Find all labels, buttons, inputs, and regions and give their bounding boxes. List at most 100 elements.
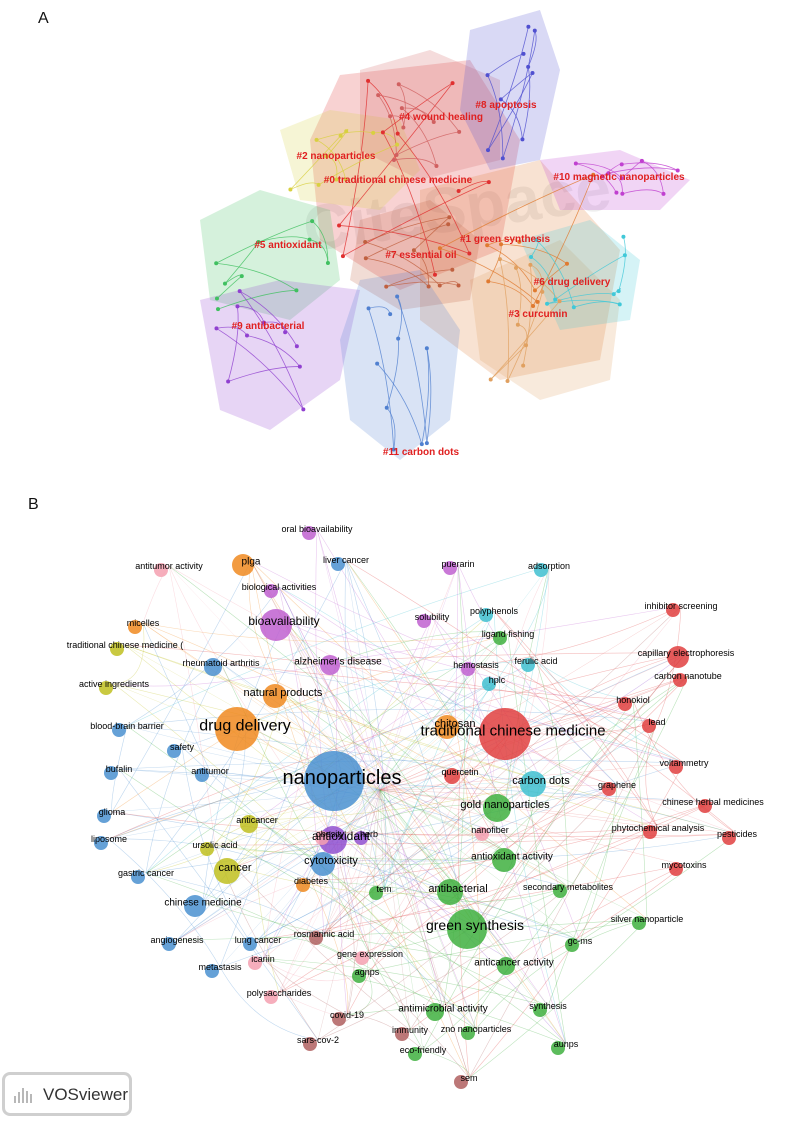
cluster-node bbox=[526, 24, 531, 29]
network-link bbox=[316, 528, 381, 791]
network-link bbox=[379, 563, 459, 791]
cluster-node bbox=[514, 265, 519, 270]
cluster-node bbox=[450, 267, 455, 272]
network-term-label: chinese medicine bbox=[164, 898, 242, 909]
cluster-link bbox=[390, 115, 404, 128]
cluster-link bbox=[339, 225, 470, 254]
network-link bbox=[255, 819, 280, 994]
cluster-link bbox=[338, 82, 453, 226]
network-term-label: glioma bbox=[99, 807, 126, 817]
cluster-node bbox=[620, 191, 625, 196]
network-node bbox=[154, 563, 168, 577]
network-term-label: graphene bbox=[598, 780, 636, 790]
network-link bbox=[379, 784, 618, 791]
cluster-link bbox=[522, 66, 531, 140]
network-link bbox=[250, 560, 477, 666]
network-link bbox=[493, 610, 659, 829]
network-node bbox=[352, 969, 366, 983]
network-link bbox=[504, 565, 550, 805]
network-term-label: diabetes bbox=[294, 876, 329, 886]
cluster-link bbox=[608, 172, 623, 194]
network-node bbox=[248, 956, 262, 970]
network-link bbox=[262, 958, 348, 1016]
network-node bbox=[184, 895, 206, 917]
network-link bbox=[330, 855, 513, 865]
network-link bbox=[234, 699, 634, 868]
cluster-node bbox=[486, 148, 491, 153]
network-node bbox=[667, 646, 689, 668]
network-node bbox=[195, 768, 209, 782]
network-link bbox=[379, 675, 689, 791]
network-node bbox=[533, 1003, 547, 1017]
network-link bbox=[383, 610, 495, 890]
network-link bbox=[113, 660, 339, 687]
cluster-node bbox=[334, 177, 339, 182]
cluster-link bbox=[397, 133, 470, 254]
network-term-label: cytotoxicity bbox=[304, 855, 358, 867]
cluster-node bbox=[294, 344, 299, 349]
network-node bbox=[520, 771, 546, 797]
network-node bbox=[618, 697, 632, 711]
network-link bbox=[475, 664, 685, 764]
cluster-link bbox=[426, 348, 432, 444]
cluster-node bbox=[591, 172, 596, 177]
network-link bbox=[310, 801, 714, 882]
network-term-label: immunity bbox=[392, 1025, 429, 1035]
network-node bbox=[408, 1047, 422, 1061]
network-node bbox=[331, 557, 345, 571]
network-term-label: zno nanoparticles bbox=[441, 1024, 512, 1034]
network-term-label: plga bbox=[242, 557, 261, 568]
cluster-node bbox=[485, 73, 490, 78]
network-link bbox=[126, 565, 550, 727]
panel-a-cluster-map: CiteSpace #0 traditional chinese medicin… bbox=[200, 10, 690, 460]
cluster-link bbox=[500, 98, 523, 140]
network-node bbox=[232, 554, 254, 576]
network-node bbox=[395, 1027, 409, 1041]
network-term-label: herb bbox=[360, 829, 378, 839]
network-link bbox=[323, 784, 618, 935]
network-node bbox=[354, 831, 368, 845]
cluster-node bbox=[467, 251, 472, 256]
cluster-node bbox=[388, 312, 393, 317]
network-term-label: antibacterial bbox=[428, 883, 487, 895]
network-link bbox=[262, 729, 514, 960]
cluster-node bbox=[545, 301, 550, 306]
network-link bbox=[366, 789, 381, 973]
network-link bbox=[379, 605, 682, 791]
network-node bbox=[521, 658, 535, 672]
network-link bbox=[409, 652, 687, 1031]
cluster-link bbox=[216, 220, 313, 264]
cluster-link bbox=[501, 243, 568, 265]
cluster-node bbox=[614, 190, 619, 195]
network-link bbox=[111, 811, 659, 835]
network-term-label: antioxidant activity bbox=[471, 852, 553, 863]
cluster-node bbox=[535, 299, 540, 304]
cluster-link bbox=[507, 291, 543, 382]
network-link bbox=[369, 679, 498, 955]
network-node bbox=[444, 768, 460, 784]
network-node bbox=[264, 584, 278, 598]
cluster-node bbox=[401, 125, 406, 130]
cluster-node bbox=[325, 261, 330, 266]
cluster-node bbox=[375, 361, 380, 366]
network-link bbox=[340, 835, 515, 963]
cluster-node bbox=[517, 239, 522, 244]
network-link bbox=[346, 971, 373, 1016]
network-term-label: pesticides bbox=[717, 829, 758, 839]
cluster-node bbox=[675, 168, 680, 173]
cluster-node bbox=[524, 343, 529, 348]
cluster-link bbox=[316, 139, 347, 180]
network-term-label: gastric cancer bbox=[118, 868, 174, 878]
network-link bbox=[283, 620, 381, 791]
cluster-link bbox=[365, 223, 449, 259]
network-term-label: silver nanoparticle bbox=[611, 914, 684, 924]
network-link bbox=[340, 803, 506, 837]
cluster-node bbox=[338, 133, 343, 138]
cluster-hull bbox=[200, 190, 340, 320]
network-link bbox=[145, 610, 495, 874]
network-link bbox=[250, 560, 381, 791]
network-link bbox=[124, 644, 476, 926]
network-node bbox=[112, 723, 126, 737]
network-link bbox=[454, 722, 480, 1030]
network-link bbox=[219, 829, 491, 968]
